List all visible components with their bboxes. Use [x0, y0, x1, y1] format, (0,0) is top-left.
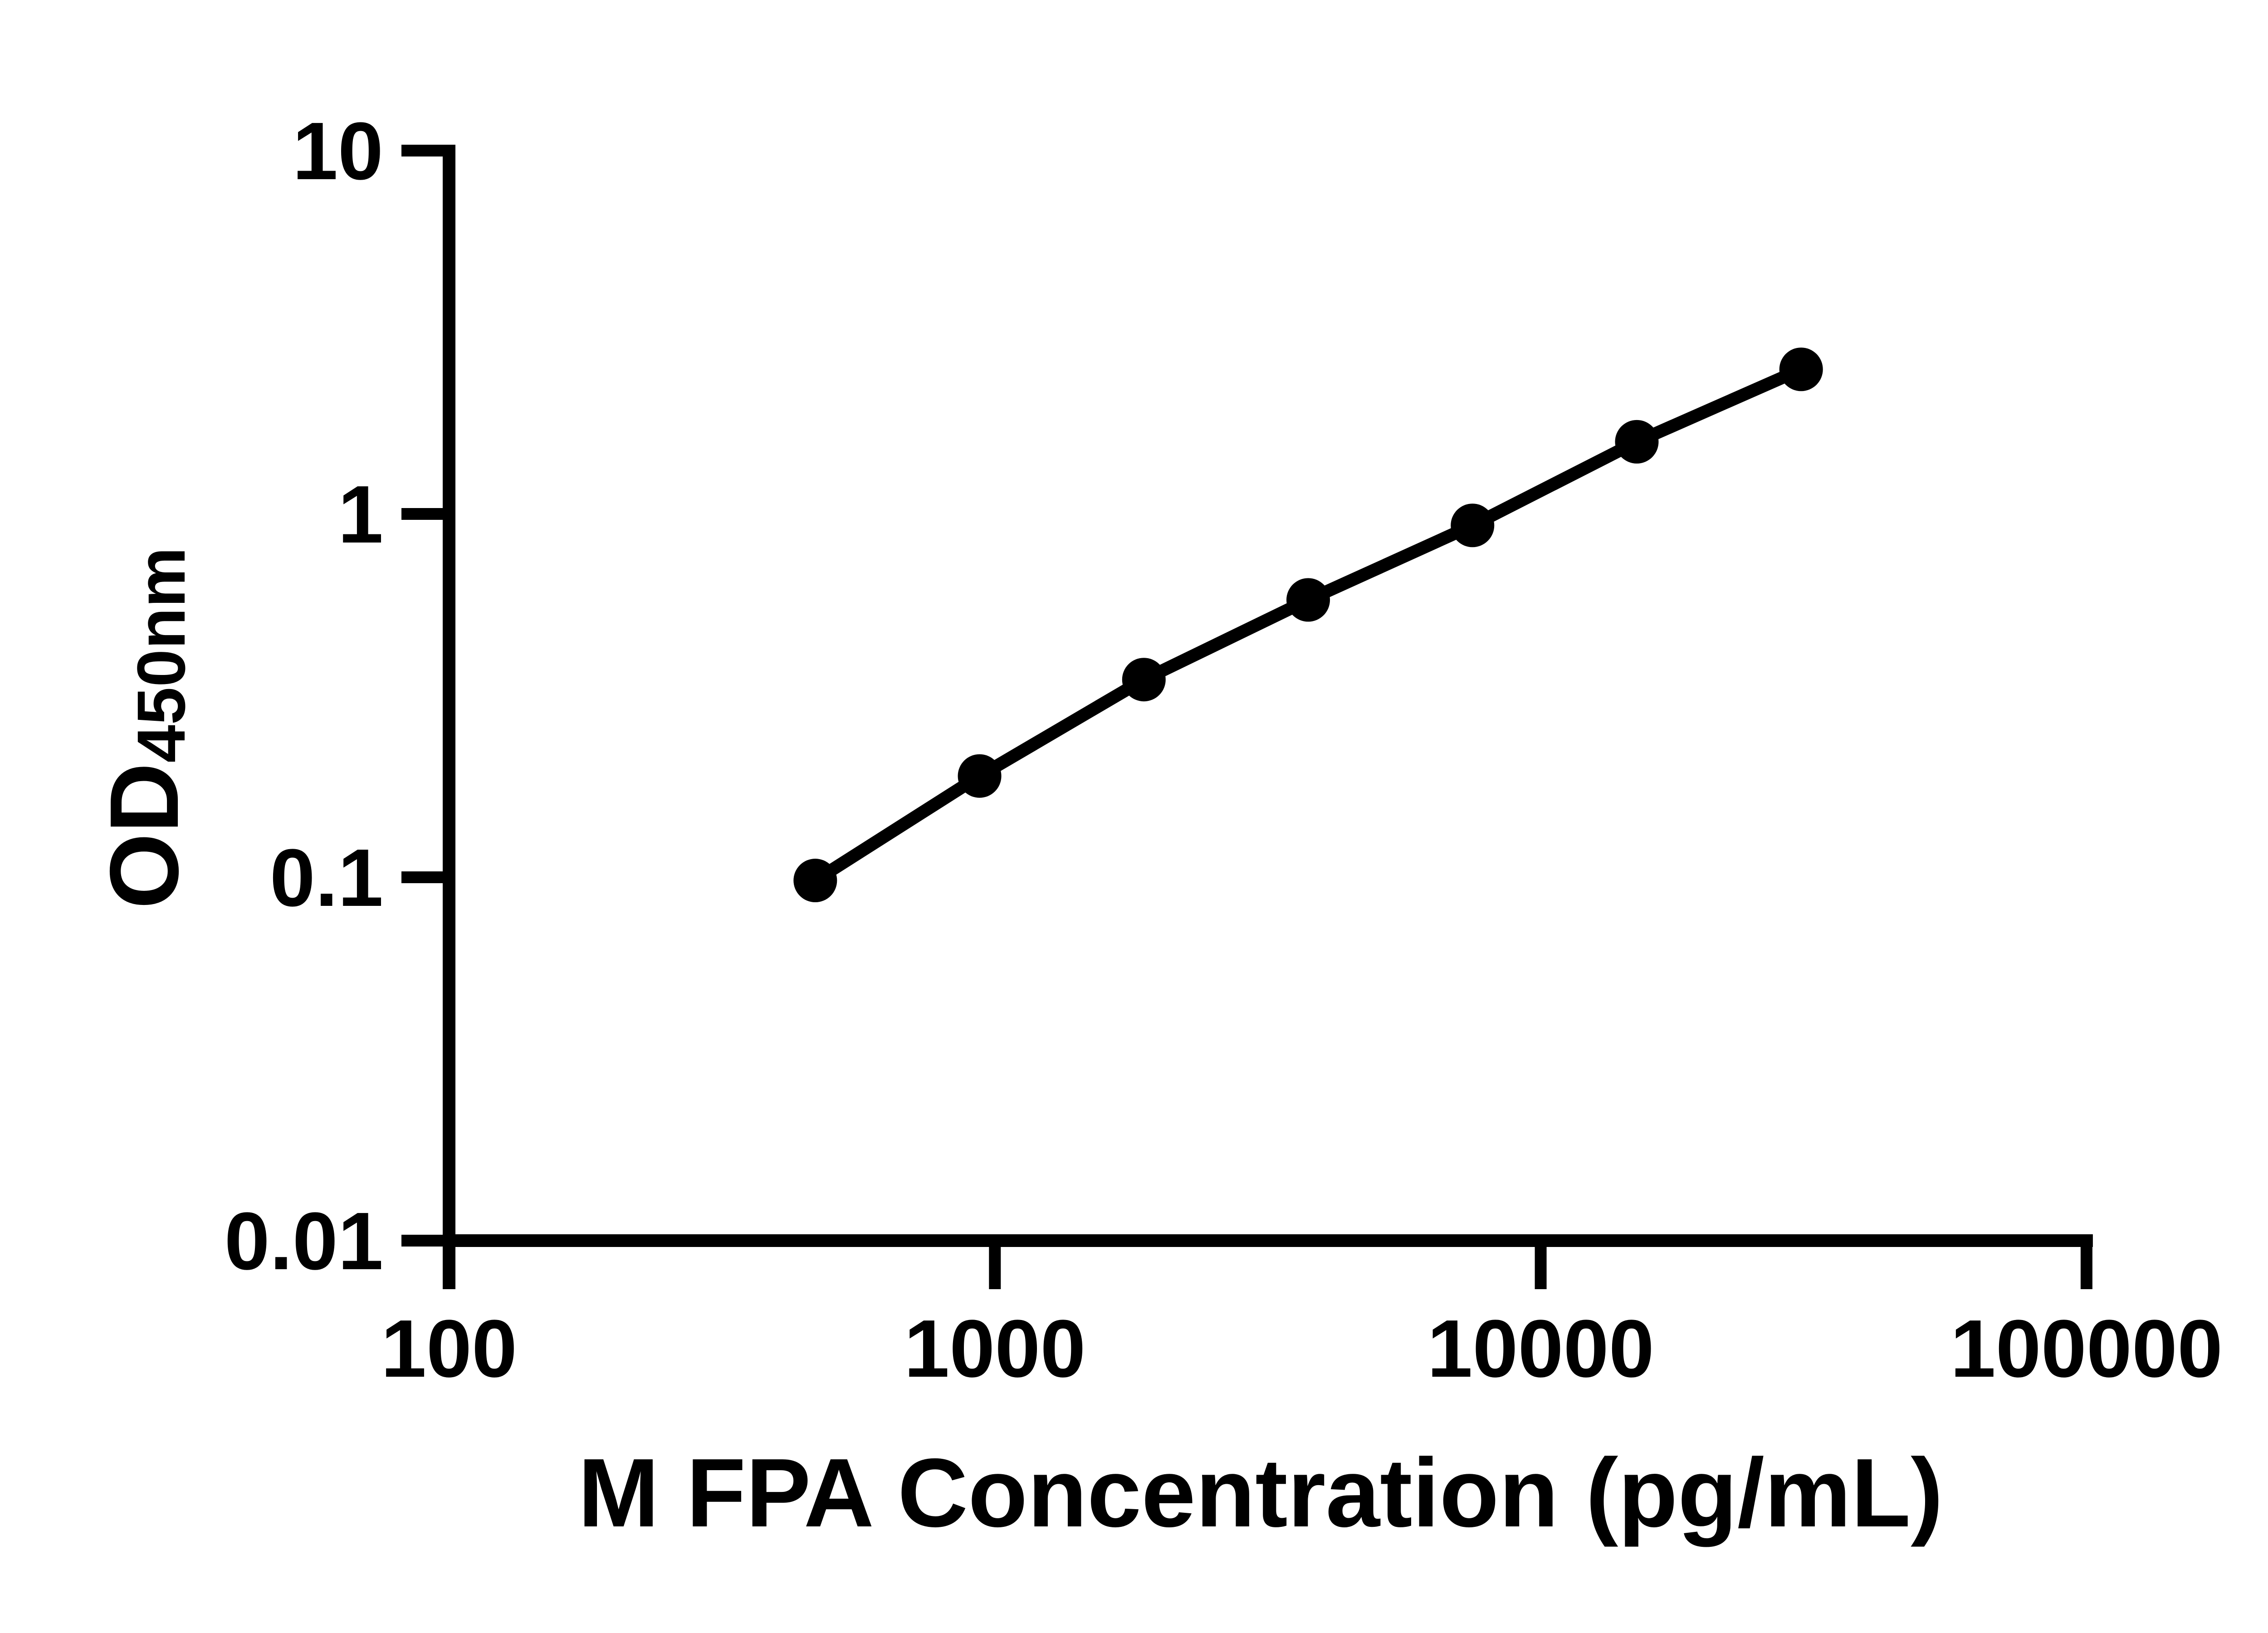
- tick-labels-layer: 10 1 0.1 0.01 100 1000 10000 100000: [225, 106, 2223, 1394]
- x-tick-label-1000: 1000: [904, 1303, 1085, 1394]
- y-axis-title: OD450nm: [89, 547, 199, 909]
- axes-layer: [443, 145, 2093, 1289]
- y-tick-label-0.1: 0.1: [270, 832, 383, 924]
- data-point-2: [958, 754, 1002, 798]
- y-tick-label-1: 1: [338, 469, 383, 560]
- x-tick-label-100: 100: [381, 1303, 517, 1394]
- x-tick-label-100000: 100000: [1950, 1303, 2223, 1394]
- data-point-1: [793, 859, 837, 903]
- series-layer: [793, 347, 1823, 903]
- y-tick-label-0.01: 0.01: [225, 1196, 383, 1287]
- data-point-3: [1122, 658, 1166, 702]
- data-point-5: [1451, 504, 1495, 548]
- y-axis-title-subscript: 450nm: [123, 547, 199, 763]
- data-point-7: [1779, 347, 1823, 391]
- y-tick-label-10: 10: [293, 106, 383, 197]
- x-tick-label-10000: 10000: [1427, 1303, 1654, 1394]
- data-point-4: [1286, 578, 1330, 622]
- ticks-layer: [401, 145, 2092, 1289]
- y-axis-title-main: OD: [89, 763, 199, 909]
- x-axis-title: M FPA Concentration (pg/mL): [578, 1438, 1943, 1547]
- data-point-6: [1615, 420, 1659, 464]
